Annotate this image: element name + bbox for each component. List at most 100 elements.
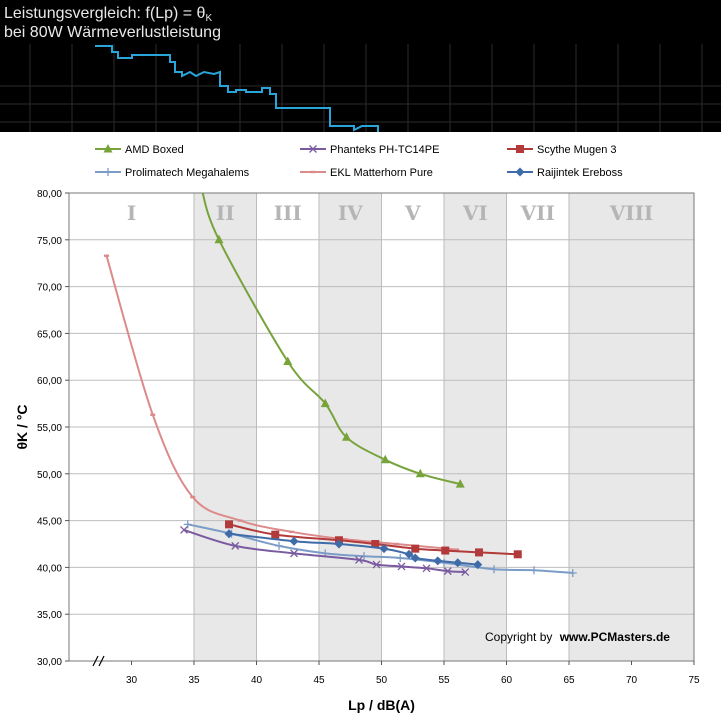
- data-point: [320, 398, 330, 408]
- legend: AMD Boxed Phanteks PH-TC14PE Scythe Mugen …: [95, 144, 623, 179]
- zone-label: VI: [462, 201, 488, 225]
- legend-label: Raijintek Ereboss: [537, 167, 623, 179]
- zone-label: V: [404, 201, 421, 225]
- series-0: [201, 193, 465, 488]
- data-point: [453, 558, 463, 568]
- data-point: [342, 538, 348, 541]
- legend-item: Scythe Mugen 3: [507, 144, 617, 156]
- series-5: [224, 529, 483, 570]
- data-point: [475, 548, 483, 557]
- data-point: [415, 468, 425, 478]
- data-point: [441, 546, 450, 555]
- y-axis-label: θK / °C: [14, 404, 30, 449]
- x-tick-label: 45: [313, 675, 325, 686]
- x-tick-label: 55: [438, 675, 450, 686]
- legend-item: Prolimatech Megahalems: [95, 167, 250, 179]
- data-point: [454, 548, 459, 551]
- axis-break-icon: [92, 655, 105, 667]
- y-tick-label: 60,00: [37, 376, 62, 387]
- legend-label: Prolimatech Megahalems: [125, 167, 250, 179]
- chart-area: AMD Boxed Phanteks PH-TC14PE Scythe Mugen …: [14, 144, 700, 713]
- data-point: [443, 567, 452, 576]
- y-tick-label: 80,00: [37, 189, 62, 200]
- zone-label: III: [274, 201, 302, 225]
- data-point: [440, 558, 448, 567]
- data-point: [231, 541, 240, 550]
- data-point: [530, 566, 538, 575]
- chart-title: Leistungsvergleich: f(Lp) = θK: [4, 5, 213, 24]
- data-point: [411, 544, 420, 553]
- data-point: [397, 562, 406, 571]
- data-point: [513, 550, 522, 559]
- data-point: [271, 530, 280, 539]
- data-point: [180, 526, 188, 534]
- data-point: [310, 170, 316, 174]
- x-tick-label: 75: [688, 675, 700, 686]
- data-point: [214, 234, 224, 244]
- y-tick-label: 40,00: [37, 563, 62, 574]
- legend-label: Phanteks PH-TC14PE: [330, 144, 439, 156]
- data-point: [150, 413, 156, 417]
- y-tick-label: 75,00: [37, 236, 62, 247]
- data-point: [371, 540, 380, 548]
- y-axis-ticks: 30,00 35,00 40,00 45,00 50,00 55,00 60,00 65,00…: [37, 189, 69, 668]
- data-point: [461, 568, 470, 577]
- data-point: [342, 432, 351, 441]
- data-point: [410, 553, 420, 563]
- data-point: [404, 549, 414, 559]
- data-point: [473, 560, 483, 570]
- zone-label: VII: [520, 201, 555, 225]
- data-point: [455, 479, 465, 488]
- series-4: [104, 254, 459, 551]
- data-point: [289, 536, 299, 546]
- data-point: [515, 167, 525, 177]
- zone-label: I: [127, 201, 136, 225]
- legend-label: Scythe Mugen 3: [537, 144, 617, 156]
- series-layer: [104, 193, 577, 578]
- x-tick-label: 35: [188, 675, 200, 686]
- data-point: [380, 454, 390, 464]
- legend-label: AMD Boxed: [125, 144, 184, 156]
- data-point: [309, 145, 317, 153]
- data-point: [224, 529, 234, 539]
- copyright-site: www.PCMasters.de: [559, 630, 671, 644]
- x-tick-label: 50: [376, 675, 388, 686]
- series-line: [201, 193, 461, 486]
- y-tick-label: 35,00: [37, 610, 62, 621]
- data-point: [433, 556, 443, 566]
- x-tick-label: 70: [626, 675, 638, 686]
- data-point: [396, 554, 405, 563]
- data-point: [334, 539, 344, 549]
- data-point: [394, 542, 399, 546]
- gridlines: [69, 192, 694, 662]
- heatsink-graphic: [0, 44, 721, 132]
- data-point: [490, 565, 498, 574]
- series-3: [183, 520, 577, 578]
- data-point: [568, 569, 577, 578]
- data-point: [379, 544, 389, 554]
- zone-labels: I II III IV V VI VII VIII: [127, 201, 653, 225]
- data-point: [516, 145, 524, 153]
- y-tick-label: 45,00: [37, 517, 62, 528]
- data-point: [237, 519, 243, 522]
- y-tick-label: 30,00: [37, 657, 62, 668]
- chart-subtitle: bei 80W Wärmeverlustleistung: [4, 24, 221, 41]
- data-point: [360, 552, 368, 561]
- zone-label: II: [216, 201, 235, 225]
- data-point: [422, 564, 431, 573]
- x-axis-ticks: 30 35 40 45 50 55 60 65 70 75: [126, 661, 700, 686]
- copyright-note: Copyright by www.PCMasters.de: [485, 630, 670, 644]
- data-point: [355, 555, 363, 564]
- x-tick-label: 60: [501, 675, 513, 686]
- x-axis-label: Lp / dB(A): [348, 697, 415, 713]
- data-point: [275, 541, 283, 550]
- data-point: [283, 356, 293, 365]
- y-tick-label: 50,00: [37, 470, 62, 481]
- data-point: [103, 144, 113, 153]
- data-point: [289, 530, 294, 534]
- title-banner: Leistungsvergleich: f(Lp) = θK bei 80W W…: [0, 0, 721, 132]
- series-line: [187, 523, 573, 574]
- data-point: [104, 168, 112, 176]
- x-tick-label: 30: [126, 675, 138, 686]
- series-1: [180, 526, 470, 577]
